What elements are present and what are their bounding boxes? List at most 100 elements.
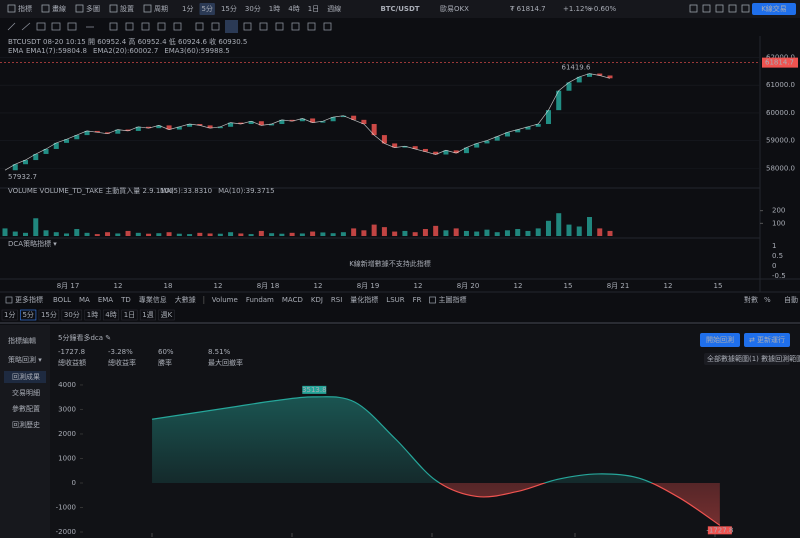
candle xyxy=(105,132,111,134)
icon[interactable] xyxy=(7,22,16,31)
header-icon[interactable] xyxy=(702,4,711,13)
timeframe[interactable]: 15分 xyxy=(41,310,57,319)
header-icon[interactable] xyxy=(728,4,737,13)
icon[interactable] xyxy=(259,22,268,31)
timeframe[interactable]: 5分 xyxy=(22,310,33,319)
scale-option[interactable]: 自動 xyxy=(784,295,798,304)
icon[interactable] xyxy=(141,22,150,31)
timeframe[interactable]: 1時 xyxy=(87,311,98,319)
candle xyxy=(381,135,387,144)
main-toggle[interactable]: 主圖指標 xyxy=(439,295,467,304)
time-label: 15 xyxy=(564,282,573,290)
icon[interactable] xyxy=(67,22,77,31)
timeframe[interactable]: 1日 xyxy=(124,311,135,319)
sub-indicator-tab[interactable]: MACD xyxy=(282,296,303,304)
main-indicator-tab[interactable]: EMA xyxy=(98,296,113,304)
trade-button-bg[interactable] xyxy=(752,3,796,15)
interval-button[interactable]: 週線 xyxy=(327,4,341,13)
icon[interactable] xyxy=(173,22,182,31)
icon[interactable] xyxy=(307,22,316,31)
icon[interactable] xyxy=(195,22,204,31)
tool-button[interactable]: 畫線 xyxy=(52,4,66,13)
main-indicator-tab[interactable]: BOLL xyxy=(53,296,71,304)
sub-indicator-tab[interactable]: 量化指標 xyxy=(350,295,378,304)
scale-option[interactable]: % xyxy=(764,296,771,304)
interval-button[interactable]: 30分 xyxy=(245,4,261,13)
sub-indicator-tab[interactable]: LSUR xyxy=(386,296,404,304)
volume-bar xyxy=(197,232,203,236)
main-indicator-tab[interactable]: 大數據 xyxy=(175,295,196,304)
tool-icon[interactable] xyxy=(75,4,84,13)
sidebar-edit[interactable]: 指標編輯 xyxy=(8,336,36,345)
icon[interactable] xyxy=(275,22,284,31)
interval-button[interactable]: 1日 xyxy=(308,5,319,13)
volume-bar xyxy=(433,225,439,236)
interval-button[interactable]: 5分 xyxy=(201,4,212,13)
timeframe[interactable]: 30分 xyxy=(64,310,80,319)
timeframe-box xyxy=(38,309,60,321)
interval-button[interactable]: 1分 xyxy=(182,4,193,13)
icon[interactable] xyxy=(21,22,31,31)
main-indicator-tab[interactable]: TD xyxy=(120,296,131,304)
sub-indicator-tab[interactable]: RSI xyxy=(331,296,342,304)
sidebar-item[interactable]: 回測歷史 xyxy=(12,420,40,429)
icon-active[interactable] xyxy=(225,20,238,33)
range-select[interactable]: 全部數據範圍(1) 數據回測範圍(1) xyxy=(707,354,800,363)
y-tick-label: 100 xyxy=(772,219,785,227)
profit-line xyxy=(151,396,654,483)
icon[interactable] xyxy=(323,22,332,31)
candle xyxy=(64,139,70,143)
icon[interactable] xyxy=(211,22,220,31)
interval-button[interactable]: 4時 xyxy=(288,5,299,13)
header-icon[interactable] xyxy=(715,4,724,13)
more-indicators[interactable]: 更多指標 xyxy=(15,295,43,304)
tool-button[interactable]: 設置 xyxy=(120,4,134,13)
timeframe[interactable]: 週K xyxy=(161,310,173,319)
icon[interactable] xyxy=(291,22,300,31)
icon[interactable] xyxy=(125,22,134,31)
icon[interactable] xyxy=(51,22,61,31)
start-button-bg[interactable] xyxy=(700,333,740,347)
tool-icon[interactable] xyxy=(7,4,16,13)
update-button[interactable]: ⇄ 更新運行 xyxy=(749,335,785,344)
icon[interactable] xyxy=(157,22,166,31)
tool-button[interactable]: 周期 xyxy=(154,5,168,13)
sidebar-item[interactable]: 交易明細 xyxy=(12,388,40,397)
tool-icon[interactable] xyxy=(41,4,50,13)
tool-button[interactable]: 多圖 xyxy=(86,4,100,13)
main-indicator-tab[interactable]: 專業信息 xyxy=(139,295,167,304)
checkbox[interactable] xyxy=(429,296,436,304)
sidebar-item[interactable]: 參數配置 xyxy=(12,404,40,413)
candle xyxy=(494,136,500,141)
tool-icon[interactable] xyxy=(109,4,118,13)
tool-button[interactable]: 指標 xyxy=(18,4,32,13)
range-select-bg[interactable] xyxy=(704,353,790,365)
timeframe[interactable]: 1週 xyxy=(142,310,153,319)
sub-indicator-tab[interactable]: FR xyxy=(413,296,422,304)
volume-bar xyxy=(443,230,449,236)
price-change: +1.12% xyxy=(563,5,591,13)
timeframe[interactable]: 4時 xyxy=(105,311,116,319)
candle xyxy=(545,110,551,125)
tool-icon[interactable] xyxy=(143,4,152,13)
timeframe[interactable]: 1分 xyxy=(4,310,15,319)
scale-option[interactable]: 對數 xyxy=(744,295,758,304)
main-indicator-tab[interactable]: MA xyxy=(79,296,90,304)
trade-button[interactable]: K線交易 xyxy=(761,4,787,13)
update-button-bg[interactable] xyxy=(744,333,790,347)
icon[interactable] xyxy=(243,22,252,31)
icon[interactable] xyxy=(36,22,46,31)
sidebar-item[interactable]: 回測成果 xyxy=(12,372,40,381)
start-button[interactable]: 開始回測 xyxy=(706,335,734,344)
candle xyxy=(258,121,264,126)
sub-indicator-tab[interactable]: KDJ xyxy=(311,296,323,304)
interval-button[interactable]: 15分 xyxy=(221,4,237,13)
sub-indicator-tab[interactable]: Volume xyxy=(212,296,238,304)
sub-indicator-tab[interactable]: Fundam xyxy=(246,296,274,304)
interval-button[interactable]: 1時 xyxy=(269,5,280,13)
header-icon[interactable] xyxy=(741,4,750,13)
sidebar-backtest[interactable]: 策略回測 ▾ xyxy=(8,355,42,364)
icon[interactable] xyxy=(109,22,118,31)
header-icon[interactable] xyxy=(689,4,698,13)
backtest-panel xyxy=(0,325,800,538)
